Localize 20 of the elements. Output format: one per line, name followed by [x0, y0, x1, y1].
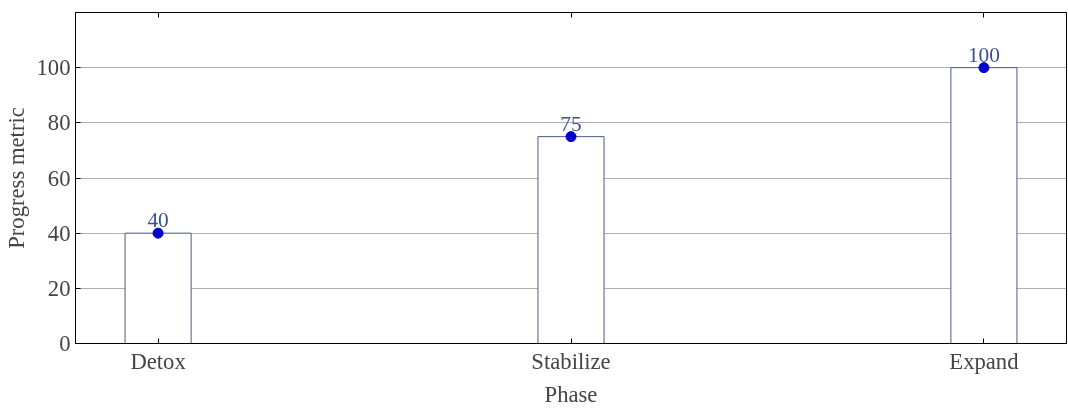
y-axis-title: Progress metric [3, 107, 29, 249]
data-label: 100 [967, 42, 1000, 67]
y-tick-label: 0 [59, 331, 71, 356]
data-label: 40 [147, 208, 169, 233]
x-axis-title: Phase [544, 381, 598, 407]
point [565, 131, 577, 143]
bar [537, 136, 605, 344]
y-tick-label: 60 [47, 165, 71, 191]
y-tick-label: 20 [47, 275, 71, 301]
y-tick-label: 40 [47, 220, 71, 246]
x-tick-label: Expand [949, 348, 1020, 374]
y-tick-label: 100 [36, 55, 71, 81]
point [152, 227, 164, 239]
x-tick-label: Stabilize [531, 348, 611, 374]
data-label: 75 [560, 111, 582, 136]
y-tick-label: 80 [47, 110, 71, 136]
bar [124, 232, 192, 344]
point [978, 62, 990, 74]
bar [950, 67, 1018, 344]
x-tick-label: Detox [130, 348, 187, 374]
